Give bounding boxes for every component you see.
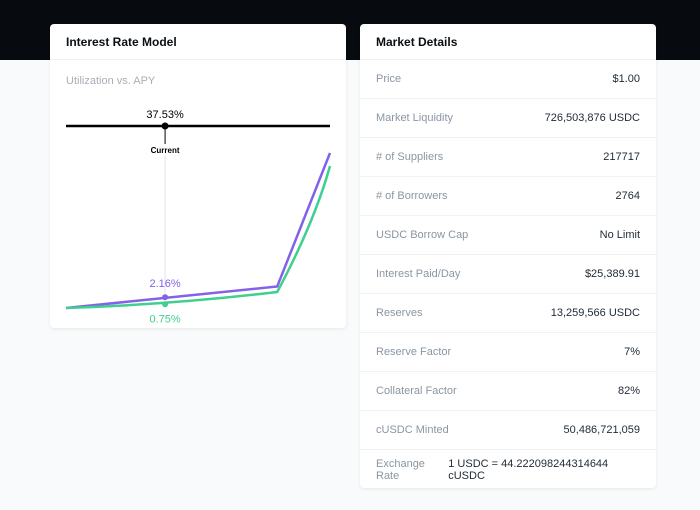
detail-row: Interest Paid/Day $25,389.91: [360, 255, 656, 294]
market-details-card: Market Details Price $1.00 Market Liquidit…: [360, 24, 656, 488]
series-current-point-0: [162, 294, 169, 301]
detail-row: cUSDC Minted 50,486,721,059: [360, 411, 656, 450]
detail-row: Reserve Factor 7%: [360, 333, 656, 372]
detail-label: # of Borrowers: [376, 190, 448, 202]
chart-subtitle: Utilization vs. APY: [66, 75, 156, 87]
current-label: Current: [151, 146, 180, 155]
detail-label: Market Liquidity: [376, 112, 454, 124]
detail-label: Exchange Rate: [376, 457, 425, 482]
detail-row: Price $1.00: [360, 60, 656, 99]
detail-value: 50,486,721,059: [563, 424, 640, 436]
interest-rate-card: Interest Rate Model Utilization vs. APY …: [50, 24, 346, 328]
detail-label: # of Suppliers: [376, 151, 444, 163]
detail-value: 726,503,876 USDC: [544, 112, 640, 124]
detail-row: Reserves 13,259,566 USDC: [360, 294, 656, 333]
detail-label: Reserve Factor: [376, 346, 452, 358]
current-marker: [161, 122, 169, 130]
series-current-label-1: 0.75%: [149, 313, 180, 325]
detail-label: Reserves: [376, 307, 423, 319]
detail-value: 82%: [617, 385, 640, 397]
detail-label: USDC Borrow Cap: [376, 229, 469, 241]
detail-row: # of Suppliers 217717: [360, 138, 656, 177]
detail-value: 2764: [615, 190, 640, 202]
detail-label: Interest Paid/Day: [376, 268, 461, 280]
series-line-0: [65, 152, 332, 310]
detail-row: USDC Borrow Cap No Limit: [360, 216, 656, 255]
series-current-point-1: [162, 301, 169, 308]
detail-value: 217717: [603, 151, 640, 163]
series-line-1: [65, 165, 332, 310]
detail-row: Market Liquidity 726,503,876 USDC: [360, 99, 656, 138]
detail-value: No Limit: [599, 229, 640, 241]
interest-rate-chart[interactable]: 37.53% Current 2.16% 0.75%: [50, 60, 346, 328]
series-current-label-0: 2.16%: [149, 278, 180, 290]
detail-label: Price: [376, 73, 402, 85]
utilization-label: 37.53%: [146, 109, 184, 121]
detail-row: Collateral Factor 82%: [360, 372, 656, 411]
detail-value: 7%: [624, 346, 640, 358]
card-title: Interest Rate Model: [50, 24, 346, 60]
detail-row: Exchange Rate 1 USDC = 44.222098244314644…: [360, 450, 656, 489]
detail-label: Collateral Factor: [376, 385, 457, 397]
card-title: Market Details: [360, 24, 656, 60]
detail-value: $1.00: [612, 73, 640, 85]
detail-value: $25,389.91: [584, 268, 640, 280]
detail-row: # of Borrowers 2764: [360, 177, 656, 216]
detail-value: 1 USDC = 44.222098244314644 cUSDC: [448, 457, 609, 482]
detail-value: 13,259,566 USDC: [550, 307, 640, 319]
detail-label: cUSDC Minted: [376, 424, 449, 436]
